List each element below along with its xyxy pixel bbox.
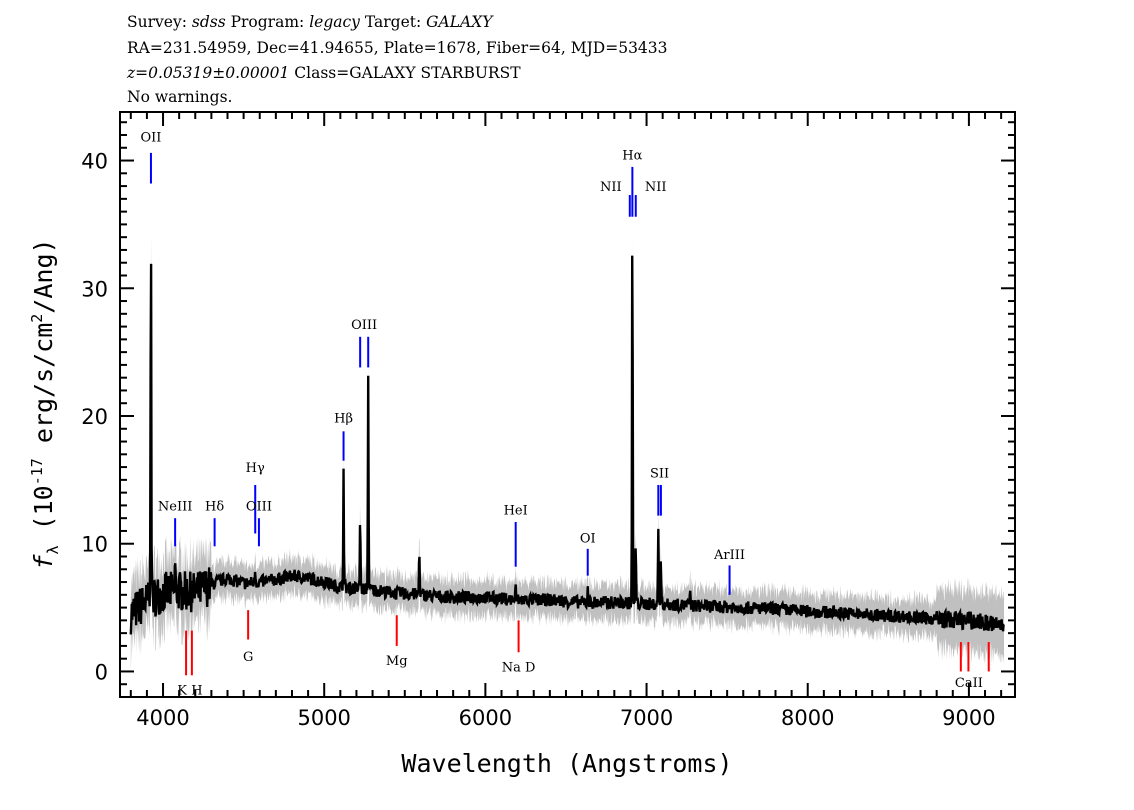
survey-value: sdss	[191, 13, 226, 31]
flux-series	[129, 255, 1005, 635]
x-tick-label: 5000	[297, 706, 350, 730]
line-marker-label: OII	[140, 130, 161, 145]
line-markers: OII NeIII Hδ Hγ OIII Hβ OIII HeI OI NII Hα NII SII Ar…	[140, 130, 990, 698]
line-marker-label: Hγ	[246, 461, 265, 476]
redshift-value: z=0.05319±0.00001	[127, 64, 290, 82]
line-marker-label: OIII	[351, 318, 377, 333]
line-marker-label: NII	[600, 180, 622, 195]
target-value: GALAXY	[426, 13, 493, 31]
flux-line	[129, 255, 1005, 635]
line-marker-label: Hα	[622, 148, 642, 163]
target-label: Target:	[364, 13, 422, 31]
line-marker-label: Hβ	[334, 411, 353, 426]
survey-label: Survey:	[127, 13, 187, 31]
y-axis-label: fλ (10-17 erg/s/cm2/Ang)	[28, 238, 62, 569]
line-marker-label: SII	[650, 466, 669, 481]
y-tick-label: 10	[81, 533, 108, 557]
x-tick-label: 4000	[136, 706, 189, 730]
plot-frame	[119, 111, 1016, 698]
line-marker-label: G	[243, 650, 253, 665]
line-marker-label: Hδ	[205, 500, 224, 515]
line-marker-label: OI	[580, 531, 596, 546]
header-line-redshift: z=0.05319±0.00001 Class=GALAXY STARBURST	[127, 63, 521, 83]
header-line-survey: Survey: sdss Program: legacy Target: GAL…	[127, 12, 493, 32]
x-tick-label: 6000	[459, 706, 512, 730]
line-marker-label: K	[177, 683, 187, 698]
program-value: legacy	[309, 13, 360, 31]
line-marker-label: NII	[645, 180, 667, 195]
program-label: Program:	[230, 13, 305, 31]
x-tick-label: 9000	[942, 706, 995, 730]
line-marker-label: H	[191, 683, 202, 698]
class-value: Class=GALAXY STARBURST	[294, 64, 521, 82]
line-marker-label: Mg	[386, 654, 408, 669]
y-tick-label: 30	[81, 277, 108, 301]
line-marker-label: Na D	[502, 660, 536, 675]
y-tick-label: 40	[81, 150, 108, 174]
y-tick-label: 20	[81, 405, 108, 429]
line-marker-label: HeI	[504, 503, 528, 518]
axis-ticks: 4000 5000 6000 7000 8000 9000 0 10 20 30 40	[81, 112, 1015, 730]
header-line-coords: RA=231.54959, Dec=41.94655, Plate=1678, …	[127, 39, 668, 57]
error-band	[130, 233, 1005, 671]
y-tick-label: 0	[95, 660, 108, 684]
error-band-area	[130, 233, 1005, 671]
x-tick-label: 8000	[781, 706, 834, 730]
line-marker-label: NeIII	[158, 500, 192, 515]
header-warnings: No warnings.	[127, 88, 233, 106]
line-marker-label: OIII	[246, 500, 272, 515]
line-marker-label: ArIII	[713, 548, 745, 563]
x-tick-label: 7000	[620, 706, 673, 730]
x-axis-label: Wavelength (Angstroms)	[401, 749, 732, 778]
